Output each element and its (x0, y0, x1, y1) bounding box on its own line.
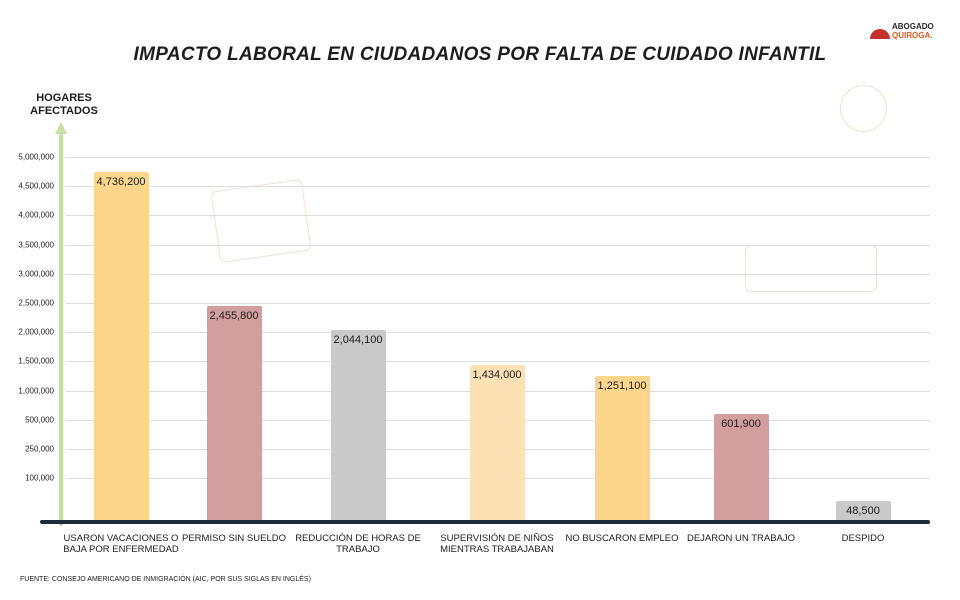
y-tick-label: 2,500,000 (18, 298, 54, 308)
x-category-label: USARON VACACIONES O BAJA POR ENFERMEDAD (63, 533, 179, 555)
y-tick-label: 3,500,000 (18, 240, 54, 250)
y-tick-label: 5,000,000 (18, 152, 54, 162)
gridline (66, 303, 930, 304)
bar-value-label: 2,455,800 (209, 309, 259, 322)
logo-sail-icon (870, 29, 890, 39)
x-category-label: NO BUSCARON EMPLEO (565, 533, 679, 544)
bar (595, 375, 650, 522)
source-note: FUENTE: CONSEJO AMERICANO DE INMIGRACIÓN… (20, 576, 311, 583)
gridline (66, 332, 930, 334)
y-tick-label: 250,000 (25, 444, 54, 454)
gridline (66, 186, 930, 188)
logo-line1: ABOGADO (892, 22, 934, 31)
y-axis-title: HOGARES AFECTADOS (30, 92, 98, 117)
y-axis (59, 130, 63, 526)
gridline (66, 157, 930, 158)
x-category-label: DEJARON UN TRABAJO (686, 533, 796, 544)
house-doodle (210, 178, 312, 264)
gridline (66, 244, 930, 246)
y-tick-label: 500,000 (25, 415, 54, 425)
gridline (66, 273, 930, 275)
bar (331, 329, 386, 522)
chart-title: IMPACTO LABORAL EN CIUDADANOS POR FALTA … (133, 44, 827, 65)
bar-value-label: 2,044,100 (333, 333, 383, 346)
bar-value-label: 1,434,000 (472, 369, 522, 382)
x-category-label: REDUCCIÓN DE HORAS DE TRABAJO (295, 533, 421, 555)
bar-value-label: 48,500 (846, 504, 880, 517)
sun-doodle (840, 85, 887, 132)
y-tick-label: 1,500,000 (18, 356, 54, 366)
logo-line2: QUIROGA. (892, 31, 933, 40)
logo: ABOGADO QUIROGA. (870, 20, 950, 46)
bar (94, 172, 149, 522)
x-axis (40, 520, 930, 524)
bar (836, 500, 891, 522)
gridline (66, 215, 930, 217)
bar (714, 413, 769, 522)
y-tick-label: 2,000,000 (18, 327, 54, 337)
x-category-label: PERMISO SIN SUELDO (182, 533, 286, 544)
gridline (66, 361, 930, 363)
bar (207, 305, 262, 522)
bar-value-label: 601,900 (721, 417, 761, 430)
boat-doodle (745, 245, 877, 292)
bar-value-label: 4,736,200 (96, 176, 146, 189)
bar-value-label: 1,251,100 (597, 379, 647, 392)
y-tick-label: 4,500,000 (18, 181, 54, 191)
y-tick-label: 1,000,000 (18, 386, 54, 396)
x-category-label: SUPERVISIÓN DE NIÑOS MIENTRAS TRABAJABAN (440, 533, 554, 555)
x-category-label: DESPIDO (841, 533, 885, 544)
y-tick-label: 3,000,000 (18, 269, 54, 279)
bar (470, 365, 525, 522)
y-axis-arrow-icon (55, 122, 67, 134)
y-tick-label: 4,000,000 (18, 210, 54, 220)
y-tick-label: 100,000 (25, 473, 54, 483)
